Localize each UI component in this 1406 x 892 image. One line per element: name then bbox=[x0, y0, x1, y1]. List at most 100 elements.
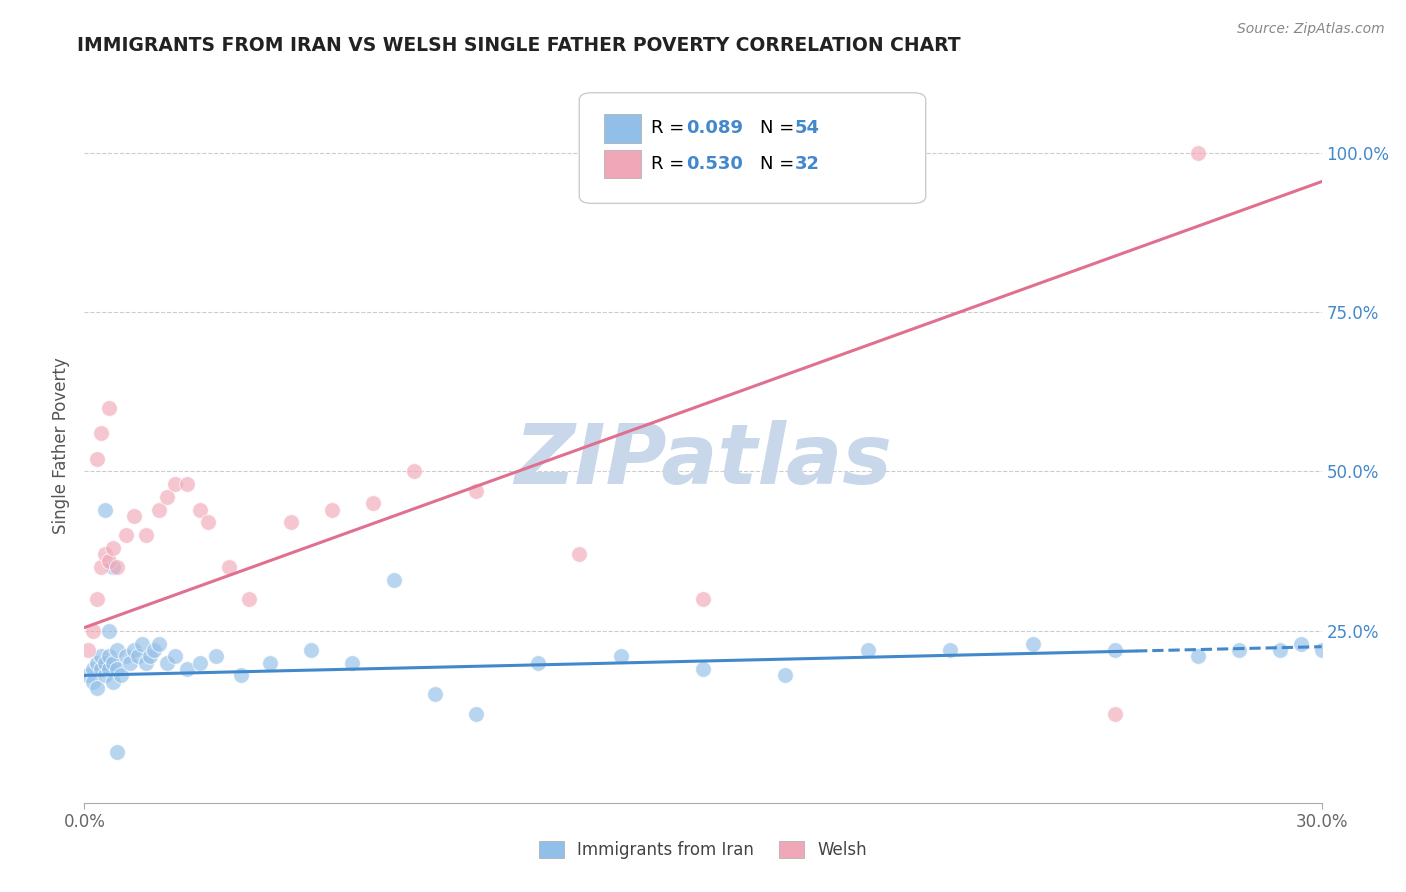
Point bbox=[98, 624, 121, 638]
Point bbox=[856, 643, 879, 657]
Point bbox=[527, 656, 550, 670]
Point bbox=[135, 528, 157, 542]
Point bbox=[103, 541, 125, 555]
Point bbox=[94, 656, 117, 670]
Point bbox=[94, 547, 117, 561]
Point bbox=[1310, 643, 1333, 657]
Point bbox=[1104, 643, 1126, 657]
Point bbox=[692, 662, 714, 676]
Point bbox=[176, 477, 198, 491]
Point bbox=[77, 668, 100, 682]
Point bbox=[361, 496, 384, 510]
Point bbox=[90, 662, 112, 676]
Point bbox=[898, 159, 921, 173]
Point bbox=[105, 643, 128, 657]
Point bbox=[90, 426, 112, 441]
Point bbox=[148, 502, 170, 516]
Point bbox=[176, 662, 198, 676]
Point bbox=[118, 656, 141, 670]
Text: R =: R = bbox=[651, 155, 690, 173]
Text: N =: N = bbox=[759, 120, 800, 137]
Point bbox=[94, 668, 117, 682]
Point bbox=[218, 560, 240, 574]
Bar bbox=[605, 150, 641, 178]
Point bbox=[1270, 643, 1292, 657]
Point bbox=[423, 688, 446, 702]
Point bbox=[94, 502, 117, 516]
Point bbox=[939, 643, 962, 657]
Point bbox=[1187, 649, 1209, 664]
Text: 0.530: 0.530 bbox=[686, 155, 742, 173]
Point bbox=[259, 656, 281, 670]
Text: 54: 54 bbox=[794, 120, 820, 137]
Point bbox=[568, 547, 591, 561]
Point bbox=[775, 668, 797, 682]
Point bbox=[82, 674, 104, 689]
Point bbox=[103, 674, 125, 689]
Point bbox=[98, 401, 121, 415]
Text: N =: N = bbox=[759, 155, 800, 173]
Text: R =: R = bbox=[651, 120, 690, 137]
Point bbox=[188, 502, 211, 516]
Point bbox=[86, 591, 108, 606]
Point bbox=[465, 483, 488, 498]
Point bbox=[1104, 706, 1126, 721]
Point bbox=[143, 643, 166, 657]
Point bbox=[165, 477, 187, 491]
Point bbox=[238, 591, 260, 606]
Point bbox=[465, 706, 488, 721]
Legend: Immigrants from Iran, Welsh: Immigrants from Iran, Welsh bbox=[533, 834, 873, 866]
Text: 32: 32 bbox=[794, 155, 820, 173]
Point bbox=[148, 636, 170, 650]
Point bbox=[90, 560, 112, 574]
Point bbox=[229, 668, 252, 682]
Point bbox=[692, 591, 714, 606]
Text: Source: ZipAtlas.com: Source: ZipAtlas.com bbox=[1237, 22, 1385, 37]
Point bbox=[321, 502, 343, 516]
Point bbox=[197, 516, 219, 530]
Point bbox=[1289, 636, 1312, 650]
Point bbox=[1187, 145, 1209, 160]
Point bbox=[103, 656, 125, 670]
Point bbox=[122, 509, 145, 524]
Point bbox=[98, 554, 121, 568]
Point bbox=[156, 656, 179, 670]
Point bbox=[280, 516, 302, 530]
Point bbox=[135, 656, 157, 670]
Point bbox=[86, 656, 108, 670]
Point bbox=[139, 649, 162, 664]
Point bbox=[98, 649, 121, 664]
Text: ZIPatlas: ZIPatlas bbox=[515, 420, 891, 500]
Bar bbox=[605, 114, 641, 143]
Point bbox=[114, 649, 136, 664]
Point bbox=[1227, 643, 1250, 657]
Point bbox=[165, 649, 187, 664]
Point bbox=[98, 662, 121, 676]
Text: IMMIGRANTS FROM IRAN VS WELSH SINGLE FATHER POVERTY CORRELATION CHART: IMMIGRANTS FROM IRAN VS WELSH SINGLE FAT… bbox=[77, 36, 960, 54]
Point bbox=[205, 649, 228, 664]
Point bbox=[122, 643, 145, 657]
Point bbox=[1022, 636, 1045, 650]
Point bbox=[114, 528, 136, 542]
Point bbox=[86, 451, 108, 466]
Point bbox=[82, 624, 104, 638]
Y-axis label: Single Father Poverty: Single Father Poverty bbox=[52, 358, 70, 534]
Point bbox=[609, 649, 631, 664]
Point bbox=[103, 560, 125, 574]
Point bbox=[156, 490, 179, 504]
Point bbox=[110, 668, 132, 682]
Text: 0.089: 0.089 bbox=[686, 120, 742, 137]
Point bbox=[127, 649, 149, 664]
Point bbox=[382, 573, 405, 587]
Point bbox=[299, 643, 322, 657]
FancyBboxPatch shape bbox=[579, 93, 925, 203]
Point bbox=[77, 643, 100, 657]
Point bbox=[82, 662, 104, 676]
Point bbox=[404, 465, 426, 479]
Point bbox=[86, 681, 108, 695]
Point bbox=[188, 656, 211, 670]
Point bbox=[105, 560, 128, 574]
Point bbox=[131, 636, 153, 650]
Point bbox=[342, 656, 364, 670]
Point bbox=[105, 745, 128, 759]
